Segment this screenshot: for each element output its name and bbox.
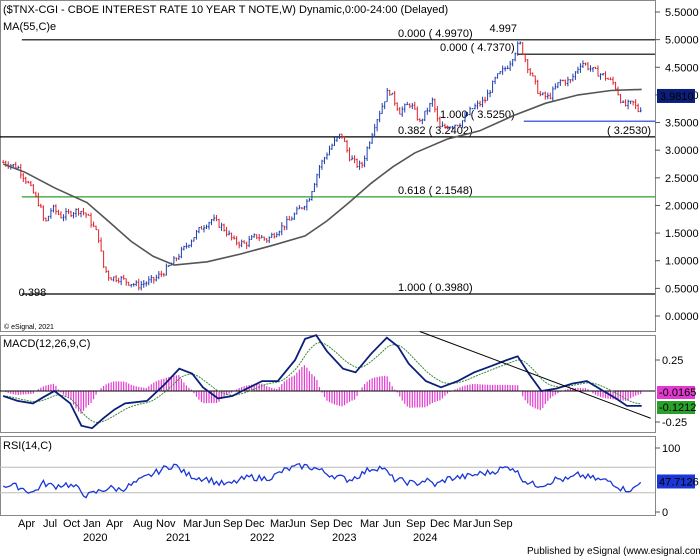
rsi-label: RSI(14,C) [3,440,52,452]
macd-y-tick-label: -0.25 [662,417,687,429]
x-tick-label: Jun [203,518,221,530]
x-tick-label: Jun [383,518,401,530]
rsi-value-label: 47.7126 [659,476,699,488]
x-year-label: 2023 [332,532,356,544]
x-year-label: 2022 [250,532,274,544]
price-y-tick-label: 1.0000 [665,256,699,268]
price-y-tick-label: 5.0000 [665,35,699,47]
labels-layer: 4.997 0.398 3.9810 -0.0165 -0.1212 47.7126 [19,23,699,489]
copyright-label: © eSignal, 2021 [4,323,54,331]
x-tick-label: Jul [43,518,57,530]
candles [2,41,642,291]
price-y-tick-label: 3.5000 [665,118,699,130]
rsi-y-tick-label: 100 [662,443,680,455]
x-year-label: 2024 [413,532,437,544]
rsi-panel-frame [0,436,656,516]
x-tick-label: Apr [18,518,35,530]
macd-histogram [5,365,642,414]
macd-layer [0,331,655,430]
price-y-tick-label: 2.5000 [665,173,699,185]
x-year-label: 2021 [166,532,190,544]
x-tick-label: Sep [223,518,243,530]
macd-label: MACD(12,26,9,C) [3,338,90,350]
x-tick-label: Apr [106,518,123,530]
macd-trendline [419,331,651,419]
x-tick-label: Mar [360,518,379,530]
x-tick-label: Dec [333,518,353,530]
macd-line [2,334,642,430]
rsi-line [2,462,642,499]
x-tick-label: Jun [473,518,491,530]
chart-title: ($TNX-CGI - CBOE INTEREST RATE 10 YEAR T… [3,4,448,16]
price-y-tick-label: 1.5000 [665,228,699,240]
ma-label: MA(55,C)e [3,21,56,33]
level-label: 0.000 ( 4.9970) [398,28,473,40]
level-label: 0.618 ( 2.1548) [398,185,473,197]
price-annotation: 4.997 [489,23,517,35]
fib-levels: 0.000 ( 4.9970) 0.000 ( 4.7370) 1.000 ( 3.… [0,28,655,295]
level-label: 1.000 ( 3.5250) [440,109,515,121]
x-tick-label: Jun [288,518,306,530]
ma-layer [2,88,642,266]
level-label: ( 3.2530) [607,125,651,137]
price-y-tick-label: 3.0000 [665,145,699,157]
x-tick-label: Jan [83,518,101,530]
rsi-value-box [657,474,695,489]
x-tick-label: Sep [493,518,513,530]
x-tick-label: Dec [430,518,450,530]
rsi-layer [0,462,655,499]
macd-panel-frame [0,335,656,433]
macd-value-label: -0.0165 [659,387,696,399]
signal-value-label: -0.1212 [659,402,696,414]
macd-value-box [657,386,695,399]
price-y-tick-label: 5.5000 [665,7,699,19]
x-tick-label: Oct [63,518,80,530]
x-tick-label: Mar [270,518,289,530]
level-label: 0.000 ( 4.7370) [440,42,515,54]
macd-y-tick-label: 0.25 [662,355,683,367]
x-tick-label: Nov [156,518,176,530]
x-tick-label: Sep [406,518,426,530]
price-y-tick-label: 0.0000 [665,311,699,323]
price-y-tick-label: 0.5000 [665,283,699,295]
price-y-tick-label: 2.0000 [665,200,699,212]
x-tick-label: Mar [183,518,202,530]
price-y-tick-label: 4.5000 [665,62,699,74]
x-tick-label: Dec [245,518,265,530]
signal-value-box [657,401,695,414]
rsi-y-tick-label: 0 [662,507,668,519]
ma-line [2,88,642,266]
x-tick-label: Mar [453,518,472,530]
level-label: 1.000 ( 0.3980) [398,282,473,294]
last-price-label: 3.9810 [660,91,694,103]
x-tick-label: Sep [310,518,330,530]
price-panel-frame [0,0,656,332]
x-tick-label: Aug [133,518,153,530]
level-label: 0.382 ( 3.2402) [398,125,473,137]
price-annotation: 0.398 [19,287,47,299]
x-year-label: 2020 [83,532,107,544]
footer-credit: Published by eSignal (www.esignal.com) [527,546,700,557]
last-price-box [657,88,695,103]
